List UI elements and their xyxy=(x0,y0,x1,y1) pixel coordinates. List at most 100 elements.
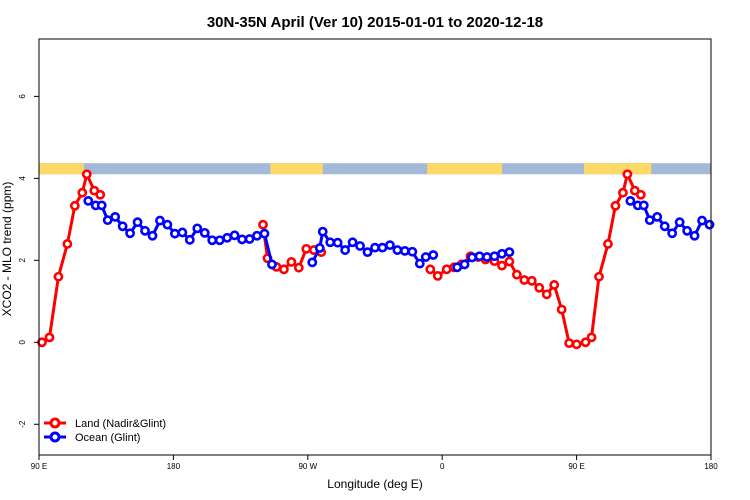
data-point xyxy=(534,282,545,293)
data-point xyxy=(541,289,552,300)
data-point xyxy=(580,337,591,348)
data-point xyxy=(237,234,247,245)
data-point xyxy=(399,245,410,256)
data-point xyxy=(347,237,358,248)
land-strip-span xyxy=(270,163,323,175)
data-point xyxy=(617,187,628,198)
data-point xyxy=(258,219,268,230)
data-point xyxy=(192,223,203,234)
data-point xyxy=(77,187,88,198)
data-point xyxy=(229,230,240,241)
data-point xyxy=(571,339,582,350)
y-axis-label: XCO2 - MLO trend (ppm) xyxy=(0,182,14,317)
data-point xyxy=(407,246,418,257)
data-point xyxy=(459,259,470,270)
legend-marker-ocean xyxy=(49,431,61,443)
land-ocean-strip xyxy=(39,163,711,175)
data-point xyxy=(420,252,431,262)
data-point xyxy=(474,251,485,262)
data-point xyxy=(162,219,173,230)
data-point xyxy=(169,228,180,239)
data-point xyxy=(214,235,225,246)
data-point xyxy=(432,270,443,281)
y-tick-label: -2 xyxy=(18,420,27,428)
data-point xyxy=(625,195,636,206)
x-axis-ticks: 90 E 180 90 W 0 90 E 180 xyxy=(31,455,718,471)
x-tick-label: 90 E xyxy=(568,462,584,471)
data-point xyxy=(286,257,297,267)
data-point xyxy=(428,250,439,260)
data-point xyxy=(638,200,649,211)
series-layer xyxy=(37,169,715,350)
legend-label-land: Land (Nadir&Glint) xyxy=(75,418,166,430)
data-point xyxy=(556,304,567,315)
data-point xyxy=(332,237,343,248)
data-point xyxy=(467,252,477,263)
x-tick-label: 90 W xyxy=(298,462,317,471)
data-point xyxy=(340,245,351,255)
series-land xyxy=(37,169,646,350)
data-point xyxy=(177,227,188,238)
legend-label-ocean: Ocean (Glint) xyxy=(75,432,140,444)
data-point xyxy=(362,247,373,258)
data-point xyxy=(689,230,700,241)
data-point xyxy=(147,230,158,241)
data-point xyxy=(110,211,121,222)
data-point xyxy=(519,275,530,285)
data-point xyxy=(279,264,289,275)
series-ocean xyxy=(83,195,715,273)
data-point xyxy=(610,200,621,211)
data-point xyxy=(549,280,560,290)
data-point xyxy=(392,245,403,255)
data-point xyxy=(184,234,195,245)
data-point xyxy=(489,251,500,262)
data-point xyxy=(385,240,395,251)
data-point xyxy=(425,264,436,275)
data-point xyxy=(497,248,507,259)
y-tick-label: 0 xyxy=(18,340,27,345)
x-tick-label: 180 xyxy=(704,462,718,471)
data-point xyxy=(252,230,262,241)
y-axis-ticks: -2 0 2 4 6 xyxy=(18,94,39,428)
x-axis-label: Longitude (deg E) xyxy=(327,477,422,491)
data-point xyxy=(222,232,233,243)
data-point xyxy=(674,217,685,228)
data-point xyxy=(564,338,575,349)
data-point xyxy=(325,237,336,248)
data-point xyxy=(355,241,365,251)
data-point xyxy=(44,332,55,343)
data-point xyxy=(622,169,633,180)
data-point xyxy=(96,200,107,211)
y-tick-label: 4 xyxy=(18,176,27,181)
data-point xyxy=(69,200,80,211)
data-point xyxy=(53,271,64,282)
data-point xyxy=(504,247,515,258)
data-point xyxy=(526,275,537,286)
x-tick-label: 180 xyxy=(167,462,181,471)
data-point xyxy=(81,169,92,180)
data-point xyxy=(259,228,270,239)
data-point xyxy=(697,215,707,226)
y-tick-label: 2 xyxy=(18,258,27,263)
data-point xyxy=(244,234,255,244)
data-point xyxy=(83,195,94,206)
data-point xyxy=(659,221,670,232)
data-point xyxy=(307,257,318,268)
data-point xyxy=(644,215,655,226)
data-point xyxy=(207,235,218,246)
x-tick-label: 0 xyxy=(440,462,445,471)
data-point xyxy=(704,219,715,230)
data-point xyxy=(497,260,507,271)
data-point xyxy=(314,243,325,253)
land-strip-span xyxy=(39,163,84,175)
data-point xyxy=(62,239,73,249)
data-point xyxy=(140,225,150,236)
data-point xyxy=(377,242,388,253)
series-line xyxy=(429,172,642,346)
data-point xyxy=(293,262,304,273)
legend-marker-land xyxy=(49,417,61,429)
data-point xyxy=(102,215,113,226)
x-tick-label: 90 E xyxy=(31,462,47,471)
data-point xyxy=(199,227,210,238)
